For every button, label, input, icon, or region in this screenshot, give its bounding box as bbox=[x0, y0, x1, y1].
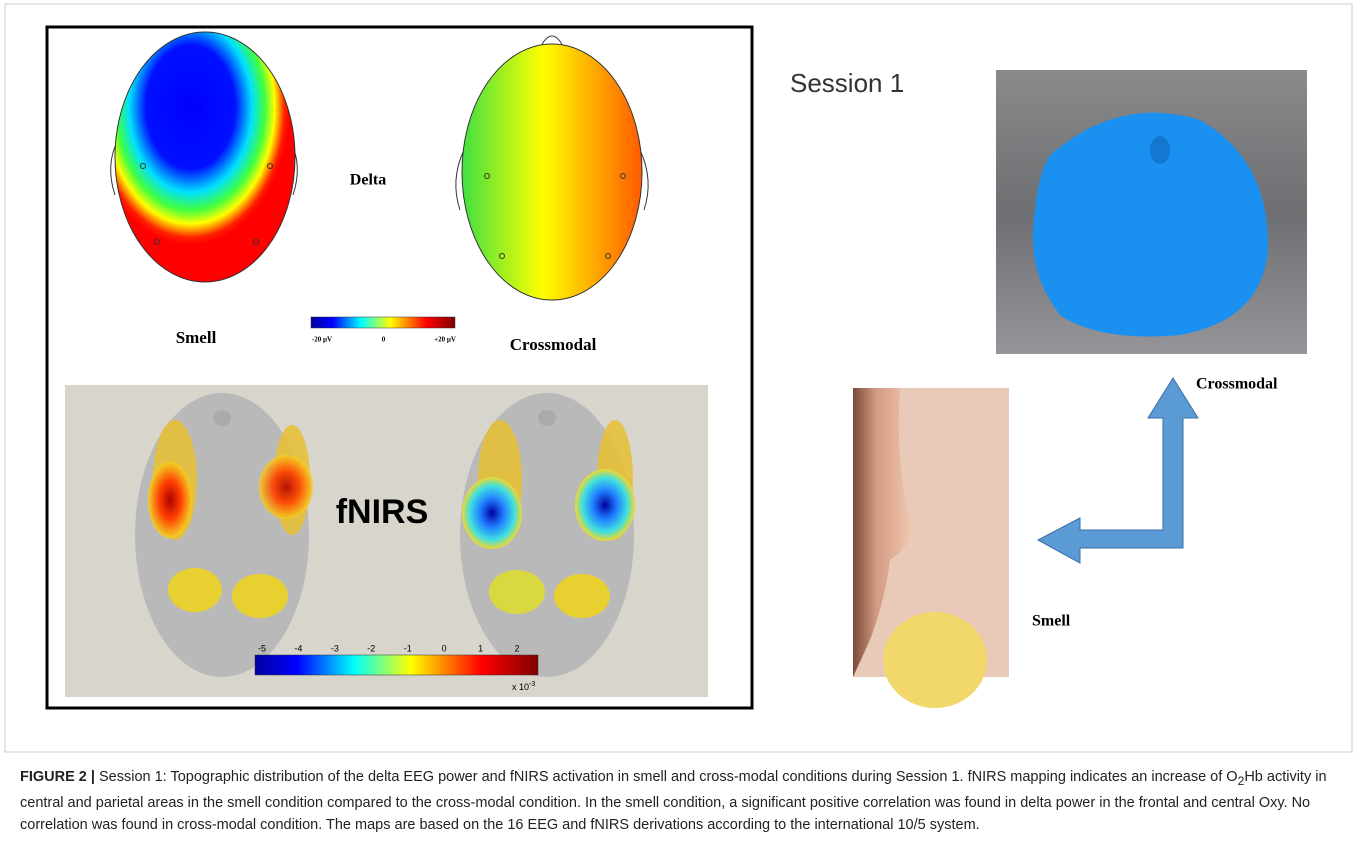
band-label: Delta bbox=[350, 172, 386, 189]
figure: Delta Smell Crossmodal -20 µV 0 +20 µV fNI… bbox=[0, 0, 1357, 760]
eeg-colorbar bbox=[311, 317, 455, 328]
colorbar-label: -2 bbox=[367, 643, 375, 653]
colorbar-label: 2 bbox=[514, 643, 519, 653]
page: {"figure": { "eeg": {"band_label": "Delt… bbox=[0, 0, 1357, 854]
scale-exponent: -3 bbox=[529, 681, 535, 688]
condition-label: Smell bbox=[176, 328, 217, 347]
fnirs-head-crossmodal bbox=[460, 393, 635, 677]
colorbar-label: 1 bbox=[478, 643, 483, 653]
colorbar-label: 0 bbox=[442, 643, 447, 653]
colorbar-label: 0 bbox=[382, 336, 386, 344]
colorbar-label: -4 bbox=[294, 643, 302, 653]
fnirs-colorbar bbox=[255, 655, 538, 675]
colorbar-label: -1 bbox=[404, 643, 412, 653]
colorbar-label: -3 bbox=[331, 643, 339, 653]
photo-label: Crossmodal bbox=[1196, 376, 1278, 393]
caption-label: FIGURE 2 | bbox=[20, 769, 95, 785]
arrow bbox=[1038, 378, 1198, 563]
colorbar-label: +20 µV bbox=[434, 336, 456, 344]
photo-face bbox=[853, 388, 1009, 708]
fnirs-label: fNIRS bbox=[336, 493, 429, 531]
session-label: Session 1 bbox=[790, 68, 904, 98]
scale-base: x 10 bbox=[512, 682, 529, 692]
photo-ball bbox=[996, 70, 1307, 354]
colorbar-label: -20 µV bbox=[312, 336, 332, 344]
photo-label: Smell bbox=[1032, 613, 1071, 630]
colorbar-label: -5 bbox=[258, 643, 266, 653]
caption: FIGURE 2 | Session 1: Topographic distri… bbox=[20, 766, 1338, 836]
condition-label: Crossmodal bbox=[510, 335, 597, 354]
caption-text: Session 1: Topographic distribution of t… bbox=[95, 769, 1238, 785]
